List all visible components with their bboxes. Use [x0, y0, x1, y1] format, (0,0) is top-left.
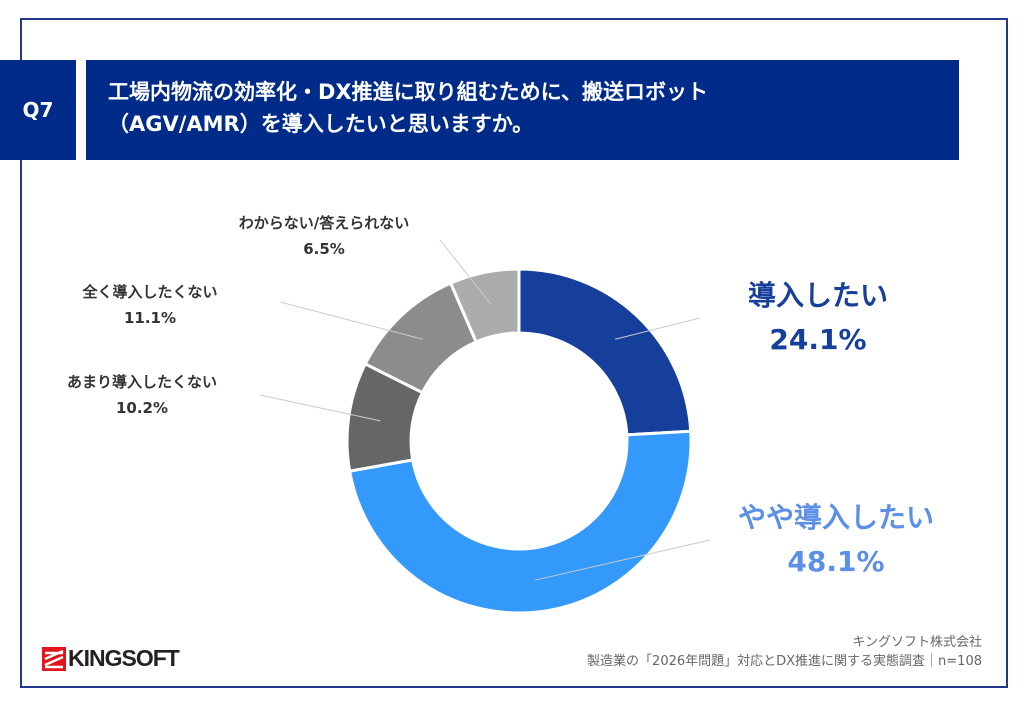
slice-category-label: あまり導入したくない — [67, 373, 217, 391]
title-line-1: 工場内物流の効率化・DX推進に取り組むために、搬送ロボット — [108, 80, 708, 104]
leader-line — [439, 239, 492, 305]
leader-line — [615, 317, 701, 340]
footer-company: キングソフト株式会社 — [852, 635, 982, 650]
title-line-2: （AGV/AMR）を導入したいと思いますか。 — [108, 112, 534, 136]
slice-value-label: 24.1% — [769, 323, 866, 356]
leader-line — [259, 394, 381, 422]
slice-value-label: 10.2% — [116, 399, 168, 417]
donut-slice — [448, 267, 521, 344]
frame — [20, 18, 1008, 688]
slice-category-label: 全く導入したくない — [81, 283, 217, 301]
logo-text: KINGSOFT — [68, 645, 180, 671]
footer: キングソフト株式会社 製造業の「2026年問題」対応とDX推進に関する実態調査｜… — [587, 633, 982, 671]
donut-slice — [347, 429, 693, 615]
slice-category-label: やや導入したい — [738, 501, 934, 534]
slice-value-label: 11.1% — [124, 309, 176, 327]
slice-category-label: わからない/答えられない — [239, 214, 409, 232]
slice-value-label: 6.5% — [303, 240, 345, 258]
slice-category-label: 導入したい — [748, 279, 888, 312]
footer-survey: 製造業の「2026年問題」対応とDX推進に関する実態調査｜n=108 — [587, 654, 982, 669]
logo-mark-icon — [42, 646, 66, 671]
leader-line — [535, 539, 711, 581]
leader-line — [279, 301, 423, 340]
kingsoft-logo: KINGSOFT — [42, 645, 180, 672]
question-title: 工場内物流の効率化・DX推進に取り組むために、搬送ロボット （AGV/AMR）を… — [86, 60, 959, 160]
slice-value-label: 48.1% — [787, 545, 884, 578]
question-number: Q7 — [0, 60, 76, 160]
donut-slice — [517, 267, 693, 437]
